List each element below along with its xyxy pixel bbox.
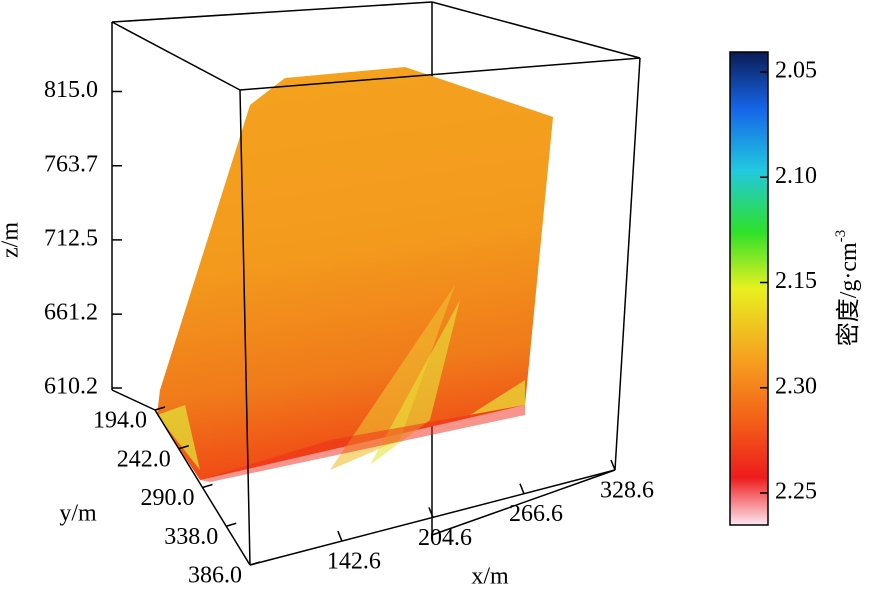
z-tick-label: 661.2 <box>44 300 98 326</box>
colorbar-tick-label: 2.15 <box>775 268 817 294</box>
colorbar-label-sup: -3 <box>833 230 849 243</box>
x-tick-label: 204.6 <box>418 525 472 551</box>
colorbar-label: 密度/g·cm-3 <box>833 230 861 346</box>
z-tick-label: 815.0 <box>44 77 98 103</box>
z-tick-label: 712.5 <box>44 225 98 251</box>
x-tick <box>519 483 525 494</box>
colorbar-tick-label: 2.30 <box>775 373 817 399</box>
colorbar-label-main: 密度/g·cm <box>835 242 862 346</box>
y-tick <box>178 445 189 450</box>
z-axis-label: z/m <box>0 222 24 258</box>
colorbar-tick-label: 2.05 <box>775 58 817 84</box>
y-tick <box>202 483 213 489</box>
y-tick <box>249 561 261 566</box>
z-tick-label: 763.7 <box>44 151 98 177</box>
x-tick-label: 142.6 <box>327 549 381 575</box>
x-tick-label: 266.6 <box>509 501 563 527</box>
y-tick-label: 338.0 <box>164 524 218 550</box>
y-tick-label: 290.0 <box>141 485 195 511</box>
colorbar <box>729 51 769 526</box>
surface <box>157 67 553 482</box>
x-axis-label: x/m <box>471 564 509 589</box>
x-tick <box>428 507 434 518</box>
y-axis-label: y/m <box>59 501 97 527</box>
x-tick <box>610 459 616 471</box>
y-tick <box>154 406 166 411</box>
y-tick-label: 242.0 <box>117 446 171 472</box>
y-tick-label: 194.0 <box>93 408 147 434</box>
x-tick <box>337 530 343 542</box>
y-tick-label: 386.0 <box>188 563 242 589</box>
colorbar-tick-label: 2.10 <box>775 163 817 189</box>
y-tick <box>226 522 237 527</box>
colorbar-tick-label: 2.25 <box>775 479 817 505</box>
x-tick-label: 328.6 <box>600 478 654 504</box>
z-tick-label: 610.2 <box>44 374 98 400</box>
